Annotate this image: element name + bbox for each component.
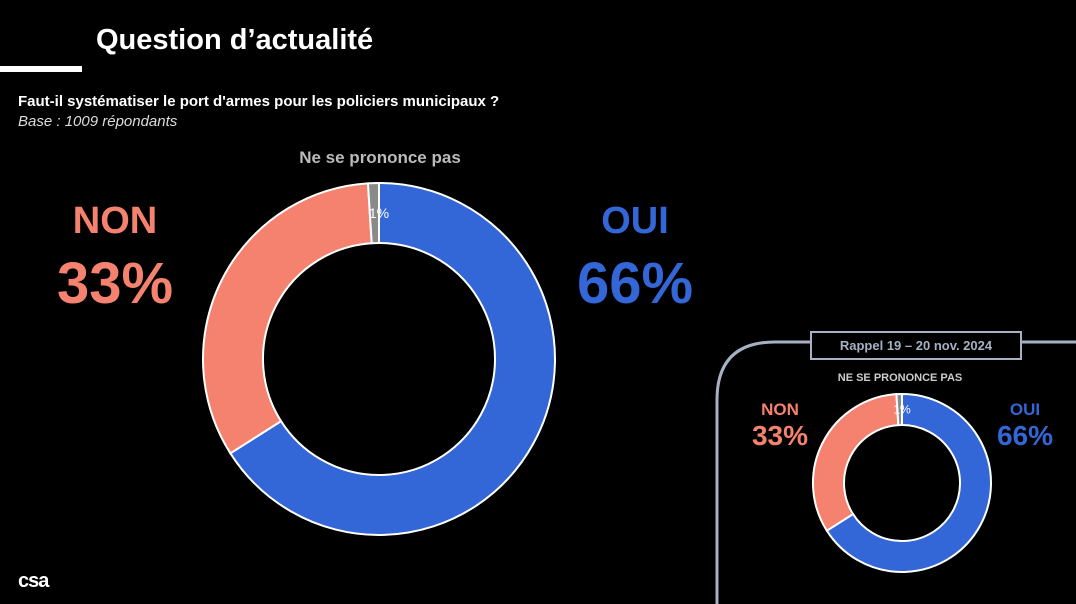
- title-underline: [0, 66, 82, 72]
- slice-ne-se-prononce-pas: [366, 181, 380, 245]
- rappel-frame: [715, 340, 1076, 604]
- csa-logo: csa: [18, 570, 49, 592]
- slice-oui: [825, 392, 992, 573]
- oui-label: OUI: [601, 200, 669, 242]
- non-value-small: 33%: [751, 420, 809, 451]
- rappel-title: Rappel 19 – 20 nov. 2024: [810, 331, 1022, 360]
- non-label-small: NON: [761, 400, 799, 419]
- nsp-data-label: 1%: [893, 403, 911, 417]
- non-value: 33%: [56, 251, 174, 316]
- question-text: Faut-il systématiser le port d'armes pou…: [18, 93, 500, 110]
- oui-value: 66%: [576, 251, 694, 316]
- oui-value-small: 66%: [996, 420, 1054, 451]
- base-text: Base : 1009 répondants: [18, 113, 178, 130]
- slice-ne-se-prononce-pas: [895, 392, 903, 427]
- donut-small: 1%: [812, 392, 992, 573]
- slice-oui: [229, 181, 556, 536]
- non-label: NON: [72, 200, 158, 242]
- slice-non: [202, 182, 373, 455]
- slice-non: [812, 393, 900, 533]
- nsp-data-label: 1%: [369, 205, 389, 221]
- nsp-label: Ne se prononce pas: [299, 148, 461, 167]
- nsp-label-small: NE SE PRONONCE PAS: [837, 372, 963, 384]
- page-title: Question d’actualité: [96, 24, 374, 56]
- donut-main: 1%: [202, 181, 556, 536]
- oui-label-small: OUI: [1009, 400, 1041, 419]
